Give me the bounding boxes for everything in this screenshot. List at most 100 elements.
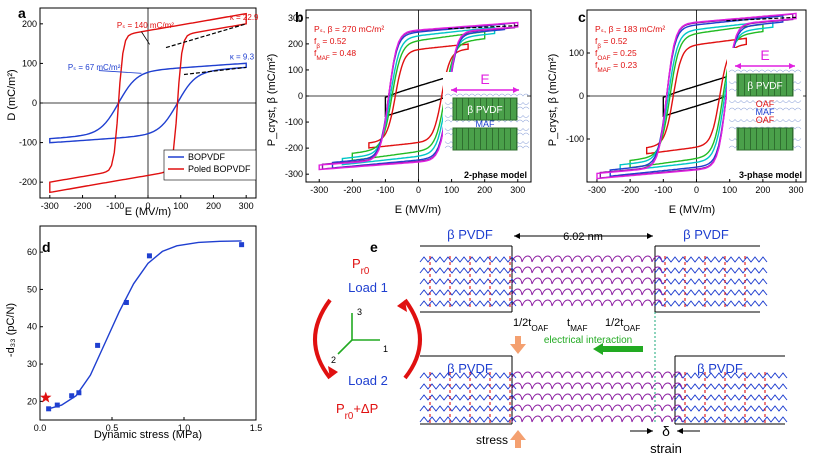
stress-arrow-bottom <box>510 430 526 448</box>
y-tick-label: -100 <box>566 134 584 144</box>
crystal-label: β PVDF <box>467 105 502 116</box>
x-tick-label: 0 <box>694 185 699 195</box>
panel-label-a: a <box>18 5 26 21</box>
crystal-label-bottom-right: β PVDF <box>697 361 743 376</box>
x-tick-label: 300 <box>510 185 525 195</box>
panel-a: -300 -200 -100 0 100 200 300 -200 -100 0 100 200 Pₛ … <box>19 7 259 211</box>
data-point <box>69 393 75 399</box>
y-tick-label: 100 <box>288 65 303 75</box>
cycle-arrow-left <box>313 298 332 380</box>
data-point <box>239 242 245 248</box>
x-tick-label: 1.5 <box>250 423 263 433</box>
hysteresis-loop-1 <box>368 43 469 149</box>
axis-2-label: 2 <box>331 355 336 365</box>
x-tick-label: -100 <box>106 201 124 211</box>
x-tick-label: 100 <box>722 185 737 195</box>
annotation-text: κ = 22.9 <box>230 13 259 22</box>
y-tick-label: 0 <box>579 91 584 101</box>
y-tick-label: 100 <box>22 58 37 68</box>
dipole-marks <box>429 372 511 424</box>
polymer-chains <box>654 256 768 307</box>
data-point <box>54 402 60 408</box>
annotation-arrow <box>141 31 150 45</box>
x-tick-label: 0.5 <box>106 423 119 433</box>
x-tick-label: 200 <box>206 201 221 211</box>
crystal-block-top <box>452 97 518 121</box>
axis-title-x-c: E (MV/m) <box>669 204 715 216</box>
dipole-marks <box>664 256 746 308</box>
axis-title-y-a: D (mC/m²) <box>6 69 18 120</box>
crystal-block-bottom <box>736 127 794 151</box>
crystal-block-top <box>736 73 794 97</box>
axis-title-x-a: E (MV/m) <box>125 206 171 218</box>
linear-fit-line <box>183 66 247 76</box>
model-caption: 2-phase model <box>464 170 527 180</box>
hysteresis-loop-6 <box>318 21 519 171</box>
parameter-text: Pₛ, β = 270 mC/m² <box>314 24 384 34</box>
panel-label-b: b <box>295 9 304 25</box>
strain-label: strain <box>650 441 682 456</box>
stress-label: stress <box>476 433 508 447</box>
amorphous-label: MAF <box>476 119 496 129</box>
y-tick-label: 300 <box>288 13 303 23</box>
polymer-chains <box>419 372 517 423</box>
x-tick-label: -300 <box>588 185 606 195</box>
axis-title-x-b: E (MV/m) <box>395 204 441 216</box>
y-tick-label: 50 <box>27 284 37 294</box>
strain-arrowhead-right <box>677 428 683 434</box>
crystal-label: β PVDF <box>747 81 782 92</box>
data-point <box>46 406 52 412</box>
axis-title-y-b: P_cryst, β (mC/m²) <box>266 54 278 147</box>
y-tick-label: 40 <box>27 322 37 332</box>
hysteresis-loop-6 <box>596 12 797 180</box>
annotation-text: Pₛ = 140 mC/m² <box>117 21 174 30</box>
y-tick-label: -100 <box>19 138 37 148</box>
x-tick-label: 0 <box>145 201 150 211</box>
panel-label-e: e <box>370 239 378 255</box>
crystal-label-top-left: β PVDF <box>447 227 493 242</box>
y-tick-label: 200 <box>288 39 303 49</box>
amorphous-coils <box>511 371 683 423</box>
stress-arrow-top <box>510 336 526 354</box>
data-point <box>146 253 152 259</box>
cycle-pr0: Pr0 <box>352 256 370 277</box>
x-tick-label: -200 <box>74 201 92 211</box>
panel-d: 0.0 0.5 1.0 1.5 20 30 40 50 60 <box>27 225 263 433</box>
cycle-load2: Load 2 <box>348 373 388 388</box>
annotation-text: Pₛ = 67 mC/m² <box>68 63 121 72</box>
y-tick-label: 60 <box>27 247 37 257</box>
crystal-label-top-right: β PVDF <box>683 227 729 242</box>
panel-b: -300 -200 -100 0 100 200 300 -300 -200 -100 0 100 20… <box>285 9 532 195</box>
amorphous-label: OAF <box>756 115 775 125</box>
data-point <box>95 342 101 348</box>
polymer-chains <box>674 372 788 423</box>
amorphous-label: OAF <box>756 99 775 109</box>
field-label: E <box>480 71 489 87</box>
cycle-load1: Load 1 <box>348 280 388 295</box>
x-tick-label: 100 <box>173 201 188 211</box>
axis-title-y-c: P_cryst, β (mC/m²) <box>547 54 559 147</box>
x-tick-label: 1.0 <box>178 423 191 433</box>
data-point <box>76 390 82 396</box>
parameter-text: Pₛ, β = 183 mC/m² <box>595 24 665 34</box>
linear-fit-line <box>165 23 247 49</box>
cycle-arrowhead-left <box>328 366 338 378</box>
x-tick-label: 300 <box>239 201 254 211</box>
panel-label-d: d <box>42 239 51 255</box>
x-tick-label: -200 <box>343 185 361 195</box>
panel-e: Pr0 Load 1 Load 2 Pr0+ΔP 3 2 1 β PVDF β PVDF 6.02… <box>313 227 788 456</box>
cycle-arrowhead-right <box>397 300 407 312</box>
legend-label: Poled BOPVDF <box>188 164 251 174</box>
cycle-pr-delta: Pr0+ΔP <box>336 401 378 422</box>
y-tick-label: 0 <box>298 91 303 101</box>
annotation-text: κ = 9.3 <box>230 52 255 61</box>
dipole-marks <box>684 372 766 424</box>
parameter-text: fMAF = 0.48 <box>314 48 356 62</box>
hysteresis-loop-1 <box>646 37 747 155</box>
panel-c: -300 -200 -100 0 100 200 300 -100 0 100 Pₛ, β = 18… <box>566 9 807 195</box>
axis-3-label: 3 <box>357 307 362 317</box>
oaf-right-label: 1/2tOAF <box>605 317 640 333</box>
x-tick-label: 200 <box>755 185 770 195</box>
y-tick-label: -300 <box>285 169 303 179</box>
